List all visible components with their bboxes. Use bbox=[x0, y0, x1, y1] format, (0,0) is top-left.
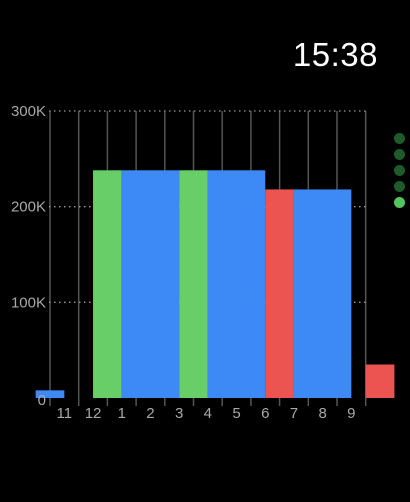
page-indicator[interactable] bbox=[394, 133, 406, 213]
page-dot[interactable] bbox=[394, 165, 405, 176]
x-tick-label: 7 bbox=[290, 405, 298, 422]
bar bbox=[365, 364, 395, 398]
x-tick-label: 5 bbox=[232, 405, 240, 422]
x-tick-label: 12 bbox=[85, 405, 102, 422]
y-tick-label: 300K bbox=[11, 103, 46, 120]
page-dot[interactable] bbox=[394, 181, 405, 192]
page-dot[interactable] bbox=[394, 149, 405, 160]
bar bbox=[35, 390, 65, 398]
x-tick-label: 6 bbox=[261, 405, 269, 422]
bar bbox=[265, 189, 294, 398]
x-tick-label: 9 bbox=[347, 405, 355, 422]
x-tick-label: 1 bbox=[118, 405, 126, 422]
bar bbox=[293, 189, 352, 398]
x-tick-label: 2 bbox=[146, 405, 154, 422]
bar bbox=[179, 170, 208, 398]
y-tick-label: 200K bbox=[11, 199, 46, 216]
y-tick-label: 0 bbox=[38, 392, 46, 409]
y-tick-label: 100K bbox=[11, 294, 46, 311]
bar-layer bbox=[35, 170, 395, 398]
x-tick-label: 8 bbox=[318, 405, 326, 422]
bar bbox=[207, 170, 266, 398]
page-dot[interactable] bbox=[394, 133, 405, 144]
x-tick-label: 4 bbox=[204, 405, 212, 422]
page-dot-active[interactable] bbox=[394, 197, 405, 208]
bar bbox=[121, 170, 180, 398]
x-tick-label: 3 bbox=[175, 405, 183, 422]
status-time: 15:38 bbox=[292, 36, 378, 73]
x-tick-label: 11 bbox=[57, 405, 73, 422]
bar bbox=[93, 170, 122, 398]
